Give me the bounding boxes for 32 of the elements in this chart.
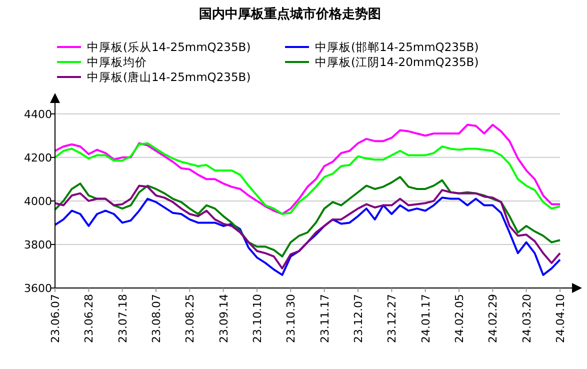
x-tick-label: 23.06.07 [49,294,62,343]
x-tick-label: 24.03.20 [520,294,534,343]
legend-label: 中厚板均价 [87,55,147,69]
line-series [54,196,561,276]
x-tick-label: 23.10.10 [251,294,264,343]
x-tick-label: 23.08.25 [184,294,197,343]
y-tick-label: 3600 [24,282,52,295]
chart-title: 国内中厚板重点城市价格走势图 [199,6,381,22]
x-tick-label: 24.04.10 [554,294,567,343]
x-tick-label: 23.11.17 [318,294,332,343]
legend-label: 中厚板(邯郸14-25mmQ235B) [315,40,479,54]
y-tick-label: 4400 [24,108,52,121]
x-tick-label: 23.08.07 [150,294,163,343]
legend-label: 中厚板(唐山14-25mmQ235B) [87,70,251,84]
x-tick-label: 23.07.18 [116,294,130,343]
y-tick-label: 3800 [24,238,52,252]
line-series [54,176,561,258]
x-tick-label: 24.02.05 [453,294,466,343]
legend-label: 中厚板(乐从14-25mmQ235B) [87,40,251,54]
x-tick-label: 23.12.27 [386,294,399,343]
x-tick-label: 24.02.29 [486,294,500,343]
x-tick-label: 23.12.07 [352,294,365,343]
y-tick-label: 4200 [24,151,52,164]
x-tick-label: 24.01.17 [419,294,432,343]
y-tick-label: 4000 [24,194,52,208]
line-series [54,184,561,270]
legend-label: 中厚板(江阴14-20mmQ235B) [315,55,479,69]
line-series [54,142,561,215]
x-tick-label: 23.10.30 [284,294,298,343]
x-tick-label: 23.06.28 [82,294,96,343]
line-series [54,124,561,215]
x-tick-label: 23.09.14 [217,294,230,343]
